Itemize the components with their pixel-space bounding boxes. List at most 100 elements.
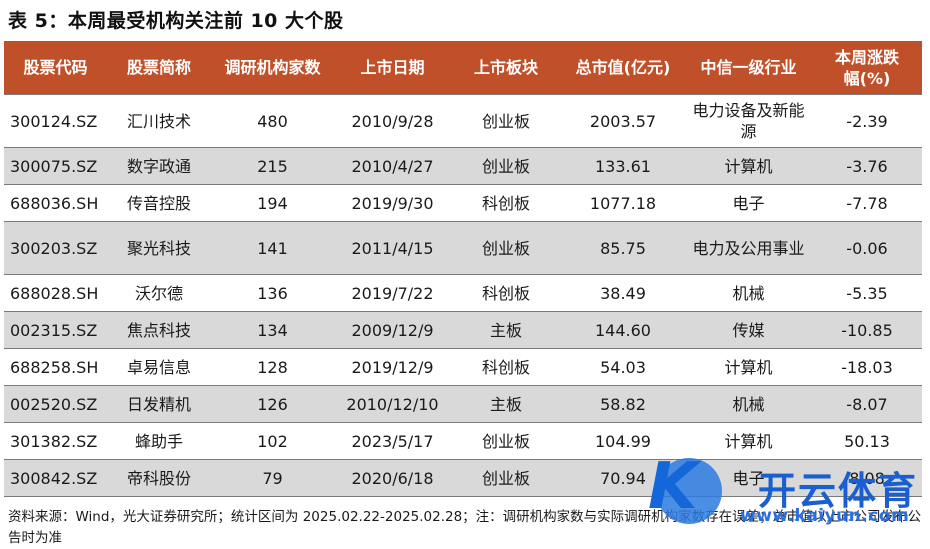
cell-date: 2019/7/22	[334, 274, 451, 312]
k-logo-icon: K	[648, 450, 698, 524]
cell-board: 创业板	[451, 221, 561, 275]
cell-count: 194	[211, 184, 334, 222]
cell-board: 创业板	[451, 147, 561, 185]
cell-industry: 计算机	[685, 422, 812, 460]
watermark-logo: K 开云体育 www.kaiyun.com	[648, 450, 919, 542]
soccer-ball-icon	[656, 458, 722, 524]
cell-date: 2019/12/9	[334, 348, 451, 386]
cell-industry: 传媒	[685, 311, 812, 349]
cell-industry: 计算机	[685, 348, 812, 386]
cell-change: -8.07	[812, 385, 922, 423]
cell-date: 2010/4/27	[334, 147, 451, 185]
cell-change: -10.85	[812, 311, 922, 349]
cell-mcap: 144.60	[561, 311, 685, 349]
cell-date: 2009/12/9	[334, 311, 451, 349]
cell-date: 2010/12/10	[334, 385, 451, 423]
table-row: 300075.SZ 数字政通 215 2010/4/27 创业板 133.61 …	[4, 147, 922, 185]
col-header-board: 上市板块	[451, 41, 561, 95]
cell-change: -2.39	[812, 94, 922, 148]
cell-code: 300075.SZ	[4, 147, 107, 185]
cell-mcap: 38.49	[561, 274, 685, 312]
table-row: 002520.SZ 日发精机 126 2010/12/10 主板 58.82 机…	[4, 385, 922, 423]
table-row: 300124.SZ 汇川技术 480 2010/9/28 创业板 2003.57…	[4, 94, 922, 148]
col-header-count: 调研机构家数	[211, 41, 334, 95]
table-row: 301382.SZ 蜂助手 102 2023/5/17 创业板 104.99 计…	[4, 422, 922, 460]
cell-board: 创业板	[451, 94, 561, 148]
cell-board: 主板	[451, 311, 561, 349]
col-header-mcap: 总市值(亿元)	[561, 41, 685, 95]
table-title: 表 5：本周最受机构关注前 10 大个股	[8, 10, 344, 32]
cell-industry: 电力及公用事业	[685, 221, 812, 275]
cell-industry: 电力设备及新能源	[685, 94, 812, 148]
cell-code: 300842.SZ	[4, 459, 107, 497]
cell-date: 2023/5/17	[334, 422, 451, 460]
cell-industry: 电子	[685, 184, 812, 222]
cell-code: 300124.SZ	[4, 94, 107, 148]
cell-date: 2019/9/30	[334, 184, 451, 222]
cell-code: 301382.SZ	[4, 422, 107, 460]
table-row: 688036.SH 传音控股 194 2019/9/30 科创板 1077.18…	[4, 184, 922, 222]
cell-code: 688258.SH	[4, 348, 107, 386]
cell-mcap: 54.03	[561, 348, 685, 386]
cell-name: 聚光科技	[107, 221, 211, 275]
cell-mcap: 58.82	[561, 385, 685, 423]
cell-date: 2011/4/15	[334, 221, 451, 275]
col-header-name: 股票简称	[107, 41, 211, 95]
cell-code: 002315.SZ	[4, 311, 107, 349]
table-row: 688028.SH 沃尔德 136 2019/7/22 科创板 38.49 机械…	[4, 274, 922, 312]
cell-code: 300203.SZ	[4, 221, 107, 275]
cell-name: 卓易信息	[107, 348, 211, 386]
cell-board: 科创板	[451, 184, 561, 222]
cell-count: 134	[211, 311, 334, 349]
cell-count: 480	[211, 94, 334, 148]
cell-count: 136	[211, 274, 334, 312]
cell-name: 传音控股	[107, 184, 211, 222]
cell-industry: 计算机	[685, 147, 812, 185]
cell-code: 002520.SZ	[4, 385, 107, 423]
cell-mcap: 85.75	[561, 221, 685, 275]
cell-change: -0.06	[812, 221, 922, 275]
cell-change: 8.08	[812, 459, 922, 497]
col-header-industry: 中信一级行业	[685, 41, 812, 95]
cell-code: 688028.SH	[4, 274, 107, 312]
cell-board: 主板	[451, 385, 561, 423]
cell-count: 102	[211, 422, 334, 460]
cell-count: 128	[211, 348, 334, 386]
header-row: 股票代码 股票简称 调研机构家数 上市日期 上市板块 总市值(亿元) 中信一级行…	[4, 41, 922, 95]
cell-board: 创业板	[451, 459, 561, 497]
cell-count: 126	[211, 385, 334, 423]
cell-board: 科创板	[451, 348, 561, 386]
stock-table: 股票代码 股票简称 调研机构家数 上市日期 上市板块 总市值(亿元) 中信一级行…	[4, 41, 922, 497]
table-row: 002315.SZ 焦点科技 134 2009/12/9 主板 144.60 传…	[4, 311, 922, 349]
cell-name: 帝科股份	[107, 459, 211, 497]
cell-change: -3.76	[812, 147, 922, 185]
table-row: 688258.SH 卓易信息 128 2019/12/9 科创板 54.03 计…	[4, 348, 922, 386]
cell-mcap: 104.99	[561, 422, 685, 460]
watermark-site: www.kaiyun.com	[740, 506, 910, 526]
cell-code: 688036.SH	[4, 184, 107, 222]
cell-change: -7.78	[812, 184, 922, 222]
cell-mcap: 1077.18	[561, 184, 685, 222]
cell-count: 141	[211, 221, 334, 275]
cell-name: 沃尔德	[107, 274, 211, 312]
cell-board: 科创板	[451, 274, 561, 312]
cell-mcap: 133.61	[561, 147, 685, 185]
cell-count: 79	[211, 459, 334, 497]
cell-name: 蜂助手	[107, 422, 211, 460]
cell-date: 2020/6/18	[334, 459, 451, 497]
cell-date: 2010/9/28	[334, 94, 451, 148]
cell-industry: 机械	[685, 385, 812, 423]
cell-name: 焦点科技	[107, 311, 211, 349]
cell-change: -18.03	[812, 348, 922, 386]
cell-count: 215	[211, 147, 334, 185]
cell-name: 数字政通	[107, 147, 211, 185]
cell-board: 创业板	[451, 422, 561, 460]
table-row: 300842.SZ 帝科股份 79 2020/6/18 创业板 70.94 电子…	[4, 459, 922, 497]
watermark-brand: 开云体育	[758, 469, 919, 513]
cell-change: 50.13	[812, 422, 922, 460]
cell-name: 日发精机	[107, 385, 211, 423]
table-row: 300203.SZ 聚光科技 141 2011/4/15 创业板 85.75 电…	[4, 221, 922, 275]
cell-industry: 机械	[685, 274, 812, 312]
cell-name: 汇川技术	[107, 94, 211, 148]
col-header-code: 股票代码	[4, 41, 107, 95]
